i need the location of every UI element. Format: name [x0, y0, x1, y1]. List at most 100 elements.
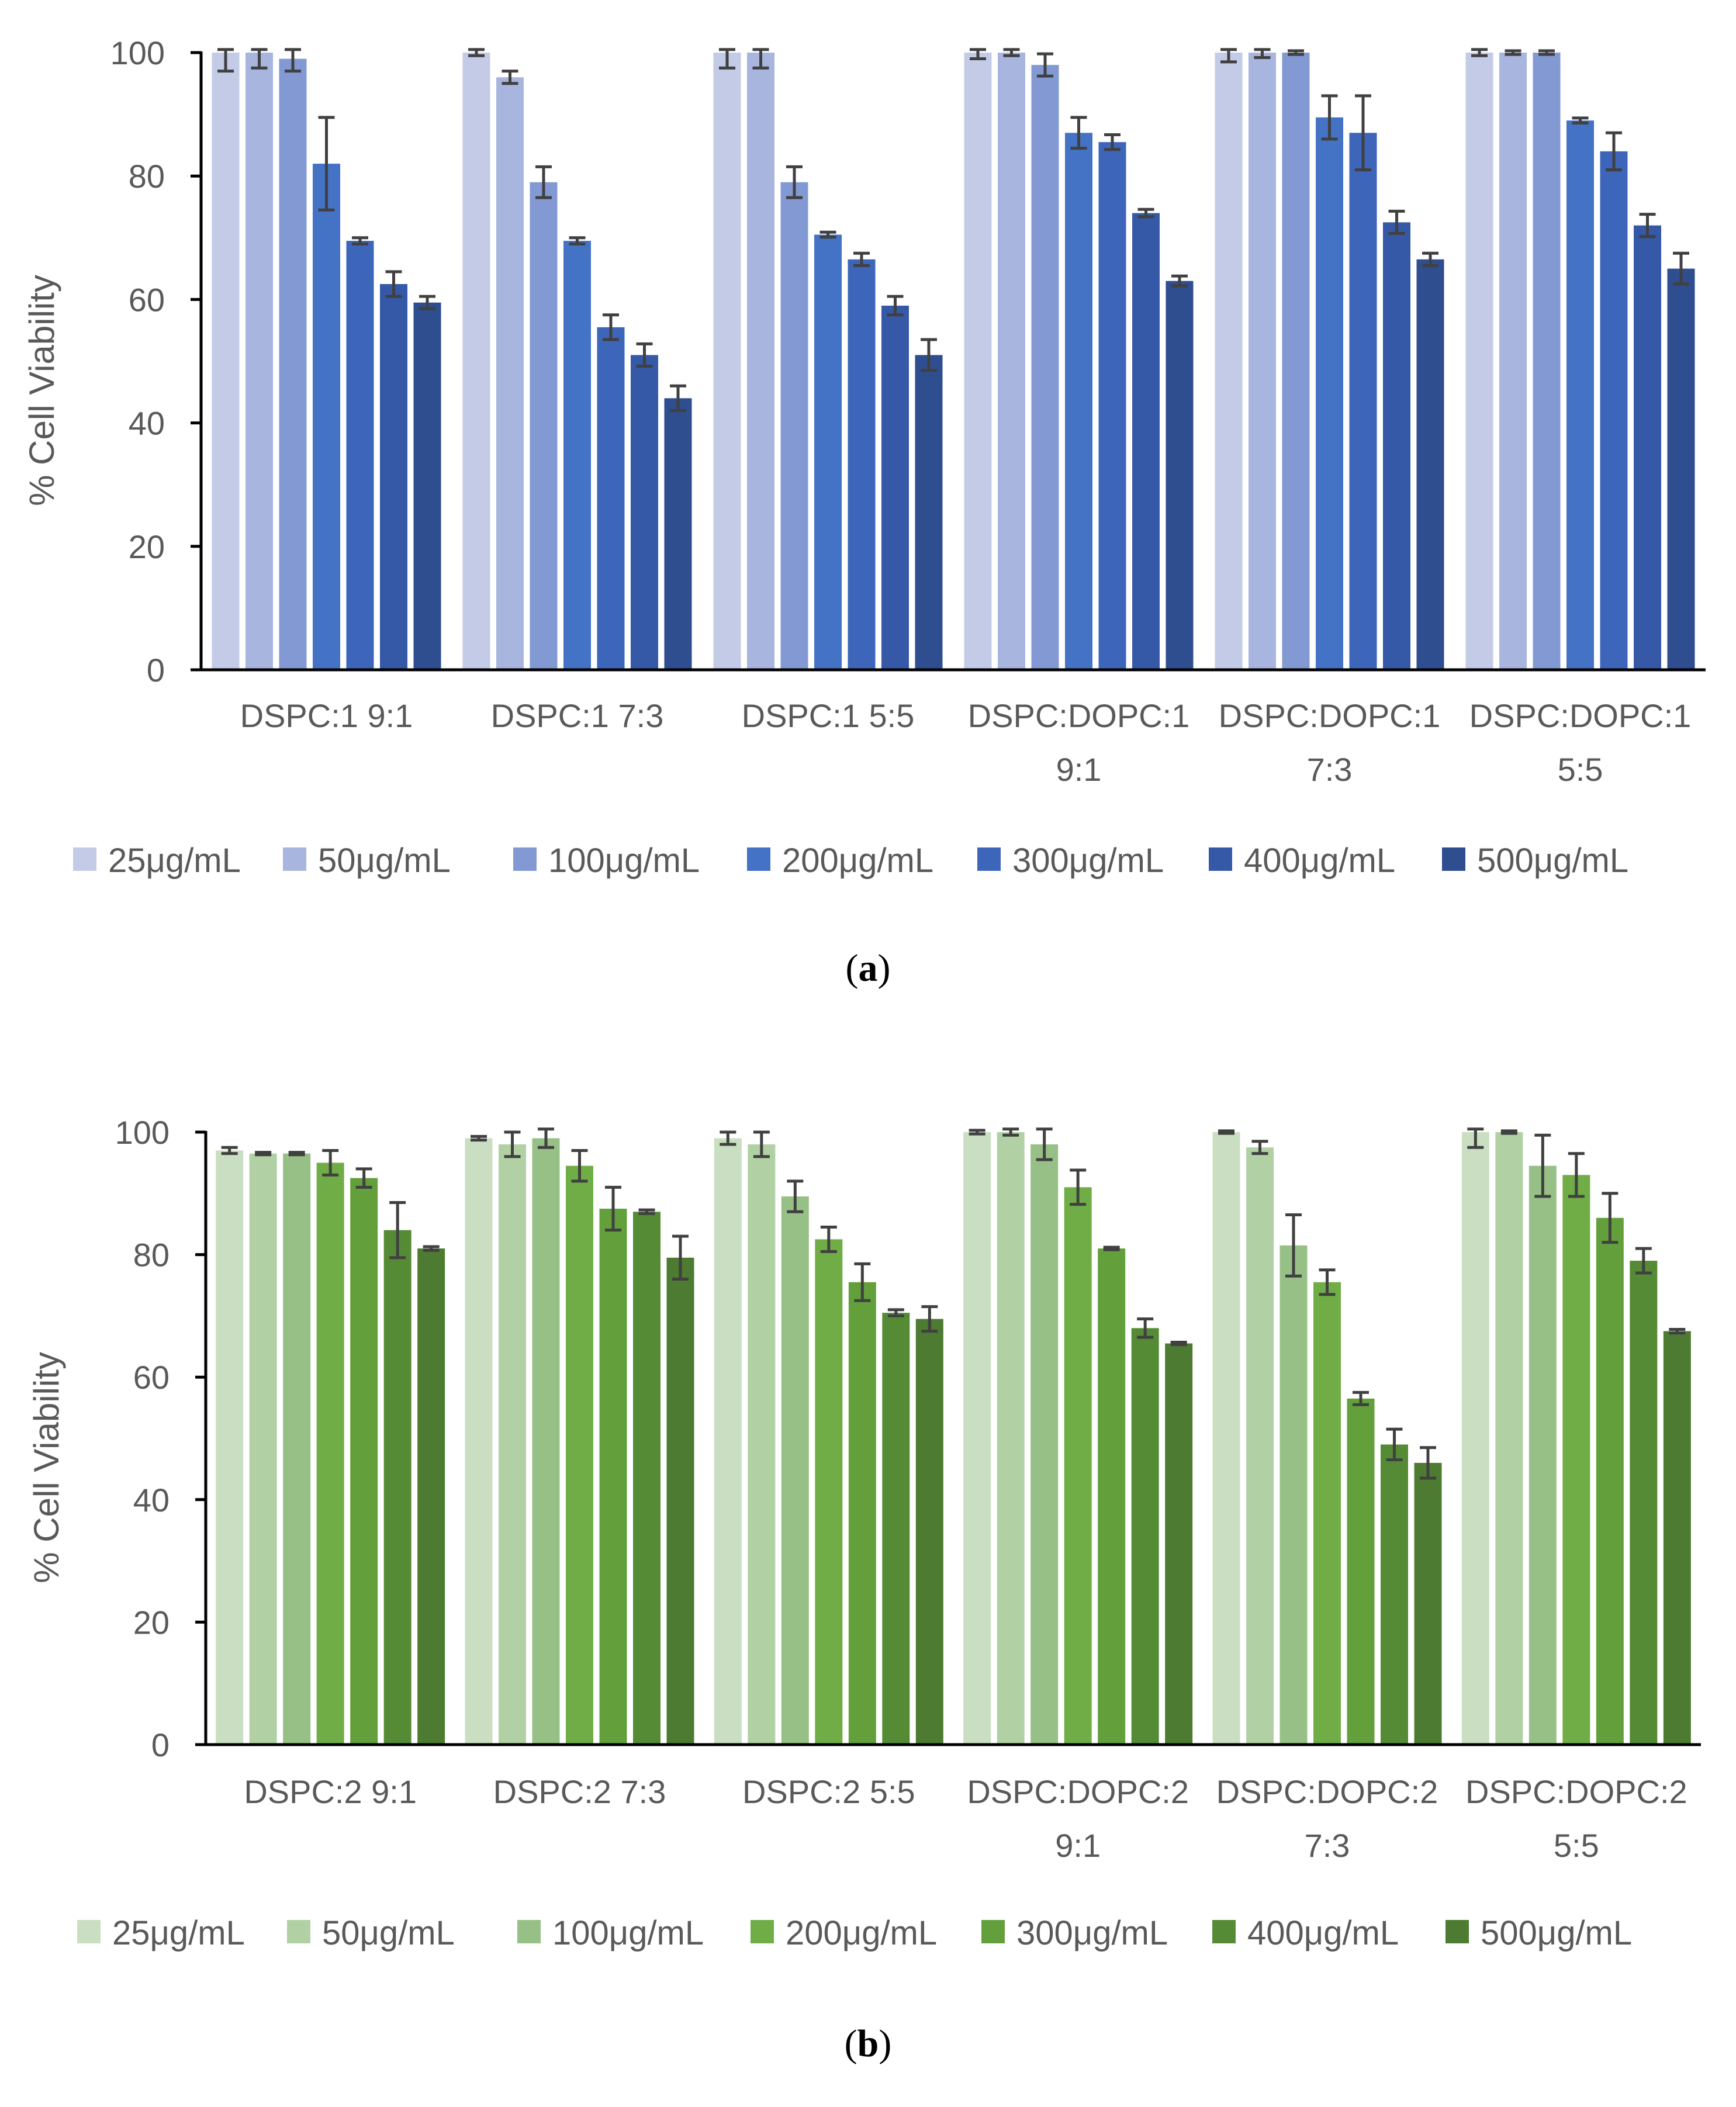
error-bar: [285, 48, 301, 73]
error-bar: [819, 230, 836, 239]
bar: [1313, 1282, 1341, 1745]
legend-label: 400μg/mL: [1247, 1914, 1399, 1952]
error-bar: [1319, 1268, 1336, 1296]
y-tick-label: 40: [129, 405, 165, 442]
error-bar: [318, 116, 335, 212]
legend-label: 200μg/mL: [786, 1914, 937, 1952]
error-bar: [1103, 1245, 1120, 1251]
legend: 25μg/mL 50μg/mL 100μg/mL 200μg/mL 300μg/mL 40…: [73, 842, 1628, 880]
bar: [1596, 1217, 1624, 1745]
error-bar: [1534, 1133, 1551, 1198]
error-bar: [1602, 1192, 1619, 1244]
panel-label-open-paren: (: [845, 2022, 857, 2065]
error-bar: [1353, 1390, 1369, 1406]
legend-swatch: [73, 847, 96, 871]
error-bar: [1003, 48, 1020, 57]
bar: [1064, 1187, 1092, 1745]
y-axis-label: % Cell Viability: [22, 275, 61, 506]
legend-label: 100μg/mL: [548, 842, 700, 880]
bar: [1279, 1245, 1308, 1745]
error-bar: [1422, 251, 1438, 267]
error-bar: [1420, 1446, 1436, 1480]
error-bar: [419, 295, 435, 310]
legend-swatch: [977, 847, 1001, 871]
bar: [212, 53, 240, 670]
bar: [1349, 133, 1377, 670]
error-bar: [569, 236, 586, 245]
bar: [245, 53, 273, 670]
error-bar: [1669, 1327, 1686, 1335]
x-tick-label: 5:5: [1554, 1827, 1599, 1864]
error-bar: [571, 1148, 588, 1183]
bar: [1316, 117, 1343, 670]
error-bar: [1505, 49, 1521, 56]
y-tick-label: 100: [115, 1114, 170, 1151]
panel-label-close-paren: ): [878, 947, 891, 990]
error-bar: [389, 1201, 406, 1260]
error-bar: [1386, 1427, 1403, 1462]
bar: [1528, 1165, 1557, 1745]
bar: [882, 1313, 910, 1745]
error-bar: [887, 295, 904, 317]
error-bar: [1673, 251, 1689, 286]
error-bar: [385, 270, 402, 298]
bar: [963, 1132, 991, 1745]
error-bar: [786, 165, 803, 199]
legend-label: 400μg/mL: [1244, 842, 1395, 880]
bar: [848, 1282, 876, 1745]
bar: [1383, 222, 1410, 670]
bar: [915, 1319, 943, 1745]
error-bar: [752, 48, 769, 70]
bar: [465, 1138, 493, 1745]
x-tick-label: DSPC:DOPC:2: [1216, 1773, 1438, 1810]
error-bar: [1171, 274, 1188, 288]
bar: [316, 1163, 344, 1745]
error-bar: [787, 1179, 804, 1213]
chart-panel-a: 0 20 40 60 80 100 % Cell Viability DSPC:1 9:1 DS…: [22, 34, 1706, 990]
y-tick-label: 60: [133, 1359, 170, 1396]
bar: [664, 398, 692, 670]
legend-swatch: [77, 1920, 101, 1943]
legend-label: 500μg/mL: [1477, 842, 1628, 880]
x-tick-label: 9:1: [1056, 751, 1102, 788]
bar: [1249, 53, 1276, 670]
error-bar: [1388, 209, 1405, 235]
bar: [1098, 1248, 1126, 1745]
legend-swatch: [1212, 1920, 1236, 1943]
error-bar: [603, 313, 619, 341]
panel-label-open-paren: (: [846, 947, 859, 990]
y-tick-label: 0: [147, 652, 165, 689]
error-bar: [1321, 94, 1338, 141]
panel-label-letter: a: [859, 947, 878, 990]
bar: [1131, 1328, 1159, 1745]
error-bar: [636, 342, 653, 368]
error-bar: [535, 165, 552, 199]
x-tick-label: 9:1: [1055, 1827, 1101, 1864]
error-bar: [1500, 1129, 1517, 1135]
y-tick-label: 80: [133, 1237, 170, 1274]
error-bar: [255, 1151, 272, 1157]
error-bar: [538, 1127, 554, 1149]
bar: [1098, 142, 1126, 670]
legend-label: 500μg/mL: [1481, 1914, 1632, 1952]
bar: [216, 1150, 244, 1745]
legend-swatch: [283, 847, 306, 871]
bar: [997, 1132, 1025, 1745]
error-bar: [1251, 1140, 1268, 1155]
error-bar: [471, 1134, 487, 1142]
bar: [748, 1144, 776, 1745]
error-bar: [1572, 116, 1589, 124]
bar: [496, 77, 524, 670]
x-tick-label: DSPC:1 9:1: [240, 697, 413, 734]
bar: [666, 1257, 694, 1745]
x-tick-label: DSPC:DOPC:1: [1469, 697, 1692, 734]
bar: [1667, 268, 1695, 670]
error-bar: [1606, 131, 1622, 172]
x-tick-label: DSPC:DOPC:2: [1465, 1773, 1687, 1810]
bar: [413, 302, 441, 670]
x-tick-label: DSPC:DOPC:1: [1219, 697, 1441, 734]
bar: [1465, 53, 1493, 670]
x-tick-label: DSPC:1 7:3: [491, 697, 664, 734]
legend-swatch: [513, 847, 537, 871]
